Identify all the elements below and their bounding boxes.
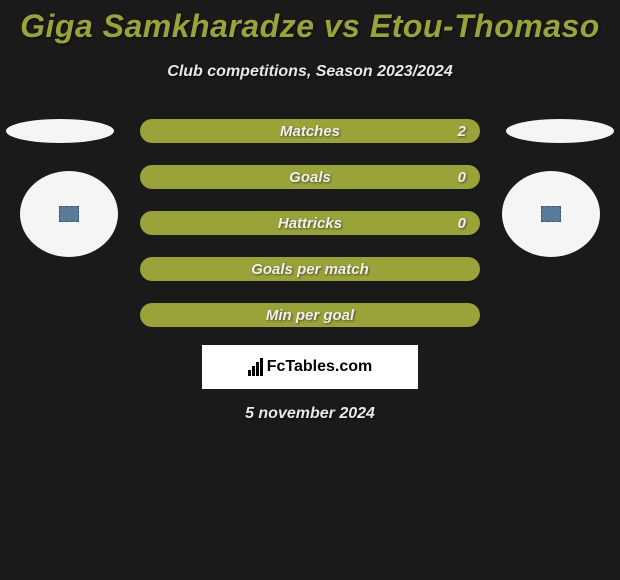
stat-bar-goals: Goals 0 — [140, 165, 480, 189]
stat-bar-hattricks: Hattricks 0 — [140, 211, 480, 235]
date-text: 5 november 2024 — [0, 405, 620, 423]
stat-label: Min per goal — [266, 307, 354, 324]
stat-label: Goals per match — [251, 261, 369, 278]
player-ellipse-left — [6, 119, 114, 143]
content-area: Matches 2 Goals 0 Hattricks 0 Goals per … — [0, 119, 620, 423]
stat-bar-goals-per-match: Goals per match — [140, 257, 480, 281]
chart-icon — [248, 358, 263, 376]
stat-label: Goals — [289, 169, 331, 186]
stat-label: Matches — [280, 123, 340, 140]
stat-value: 2 — [458, 123, 466, 140]
stat-label: Hattricks — [278, 215, 342, 232]
player-ellipse-right — [506, 119, 614, 143]
team-badge-icon — [59, 206, 79, 222]
brand-box[interactable]: FcTables.com — [202, 345, 418, 389]
team-circle-right — [502, 171, 600, 257]
brand-text: FcTables.com — [267, 358, 373, 376]
team-circle-left — [20, 171, 118, 257]
stats-list: Matches 2 Goals 0 Hattricks 0 Goals per … — [140, 119, 480, 327]
subtitle: Club competitions, Season 2023/2024 — [0, 63, 620, 81]
team-badge-icon — [541, 206, 561, 222]
stat-value: 0 — [458, 215, 466, 232]
page-title: Giga Samkharadze vs Etou-Thomaso — [0, 0, 620, 45]
stat-bar-matches: Matches 2 — [140, 119, 480, 143]
comparison-widget: Giga Samkharadze vs Etou-Thomaso Club co… — [0, 0, 620, 423]
stat-value: 0 — [458, 169, 466, 186]
stat-bar-min-per-goal: Min per goal — [140, 303, 480, 327]
